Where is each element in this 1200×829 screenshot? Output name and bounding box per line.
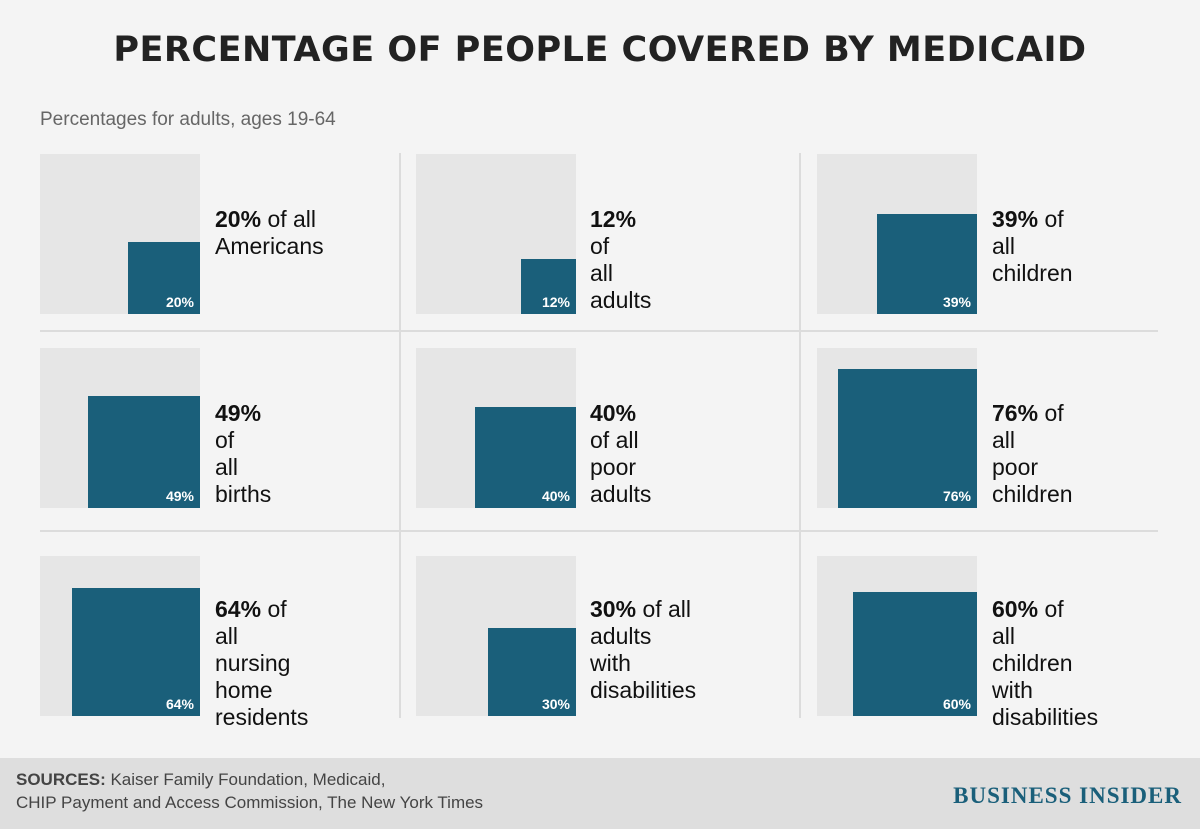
chart-subtitle: Percentages for adults, ages 19-64 (40, 109, 336, 130)
panel-label-line: of (1044, 206, 1064, 232)
panel-label-line: of (1044, 596, 1064, 622)
footer: SOURCES: Kaiser Family Foundation, Medic… (0, 758, 1200, 829)
panel-percent: 60% (992, 596, 1039, 622)
brand-logo: BUSINESS INSIDER (953, 783, 1182, 808)
panel-box: 76% (817, 348, 977, 508)
panel-percent: 64% (215, 596, 262, 622)
panel-box: 49% (40, 348, 200, 508)
panel-box: 60% (817, 556, 977, 716)
panel-label-line: with disabilities (590, 650, 697, 703)
panel-label-line: poor children (992, 454, 1073, 507)
divider (799, 153, 801, 718)
panel-label-line: of (590, 233, 610, 259)
panel-label-line: with disabilities (992, 677, 1099, 730)
bar: 39% (877, 214, 977, 314)
panel-box: 20% (40, 154, 200, 314)
panel-percent: 49% (215, 400, 262, 426)
bar: 30% (488, 628, 576, 716)
panel-label-line: all births (215, 454, 272, 507)
divider (40, 330, 1158, 332)
panel-label-line: of all adults (590, 596, 692, 649)
panel-label-line: of all (590, 427, 639, 453)
panel-label: 60% of all children with disabilities (992, 596, 1098, 731)
bar-value-label: 20% (165, 294, 194, 310)
bar-value-label: 39% (942, 294, 971, 310)
panel-percent: 20% (215, 206, 262, 232)
panel-label-line: of all (267, 206, 317, 232)
panel-percent: 30% (590, 596, 637, 622)
bar-value-label: 49% (165, 488, 194, 504)
panel-label: 12% of all adults (590, 206, 651, 314)
panel-label-line: all children (992, 623, 1073, 676)
bar: 49% (88, 396, 200, 508)
sources-lead: SOURCES: (16, 770, 106, 789)
panel-label-line: of all (215, 596, 287, 649)
panel-box: 64% (40, 556, 200, 716)
panel-box: 30% (416, 556, 576, 716)
panel-percent: 40% (590, 400, 637, 426)
panel-label-line: of (215, 427, 235, 453)
bar-value-label: 40% (541, 488, 570, 504)
divider (40, 530, 1158, 532)
bar: 12% (521, 259, 576, 314)
panel-box: 39% (817, 154, 977, 314)
bar: 64% (72, 588, 200, 716)
sources: SOURCES: Kaiser Family Foundation, Medic… (16, 768, 483, 814)
sources-line: CHIP Payment and Access Commission, The … (16, 793, 484, 812)
bar: 20% (128, 242, 200, 314)
bar-value-label: 76% (942, 488, 971, 504)
panel-label: 20% of all Americans (215, 206, 324, 260)
panel-label-line: residents (215, 704, 309, 730)
panel-label-line: of all (992, 400, 1064, 453)
panel-label-line: nursing home (215, 650, 291, 703)
panel-label-line: all children (992, 233, 1073, 286)
panel-label: 64% of all nursing home residents (215, 596, 308, 731)
panel-label: 49% of all births (215, 400, 271, 508)
chart-title: PERCENTAGE OF PEOPLE COVERED BY MEDICAID (113, 30, 1087, 70)
panel-label: 39% of all children (992, 206, 1073, 287)
panel-percent: 76% (992, 400, 1039, 426)
bar: 60% (853, 592, 977, 716)
panel-label: 30% of all adults with disabilities (590, 596, 696, 704)
panel-label: 76% of all poor children (992, 400, 1073, 508)
bar-value-label: 30% (541, 696, 570, 712)
bar-value-label: 64% (165, 696, 194, 712)
bar-value-label: 12% (541, 294, 570, 310)
bar-value-label: 60% (942, 696, 971, 712)
panel-label-line: Americans (215, 233, 324, 259)
divider (399, 153, 401, 718)
panel-percent: 12% (590, 206, 637, 232)
bar: 40% (475, 407, 576, 508)
panel-label-line: poor adults (590, 454, 652, 507)
panel-label: 40% of all poor adults (590, 400, 651, 508)
sources-line: Kaiser Family Foundation, Medicaid, (110, 770, 386, 789)
panel-box: 40% (416, 348, 576, 508)
panel-label-line: all adults (590, 260, 652, 313)
panel-percent: 39% (992, 206, 1039, 232)
bar: 76% (838, 369, 977, 508)
panel-box: 12% (416, 154, 576, 314)
